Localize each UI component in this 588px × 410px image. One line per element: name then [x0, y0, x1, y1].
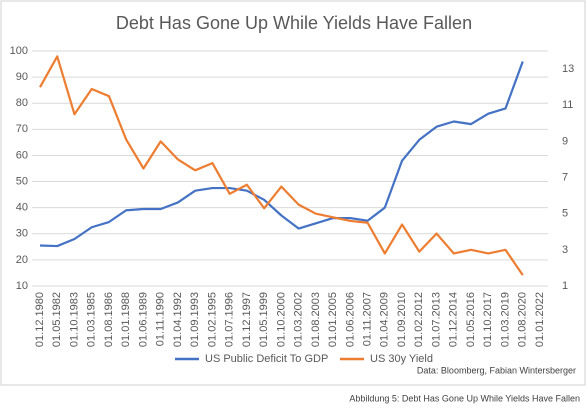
x-tick-label: 01.08.1986 — [103, 292, 115, 347]
y-tick-label: 80 — [16, 97, 28, 109]
x-tick-label: 01.05.1982 — [51, 292, 63, 347]
series-line — [39, 61, 524, 248]
x-tick-label: 01.07.1996 — [224, 292, 236, 347]
x-tick-label: 01.02.2012 — [413, 292, 425, 347]
source-note: Data: Bloomberg, Fabian Wintersberger — [417, 365, 576, 375]
x-tick-label: 01.09.1993 — [189, 292, 201, 347]
series-line — [39, 55, 524, 276]
caption: Abbildung 5: Debt Has Gone Up While Yiel… — [349, 393, 580, 403]
legend-label: US Public Deficit To GDP — [205, 353, 328, 365]
x-tick-label: 01.01.2005 — [327, 292, 339, 347]
x-tick-label: 01.10.2000 — [275, 292, 287, 347]
x-tick-label: 01.07.2013 — [430, 292, 442, 347]
x-tick-label: 01.08.2020 — [517, 292, 529, 347]
y-tick-label: 50 — [16, 175, 28, 187]
y2-tick-label: 13 — [562, 63, 574, 75]
chart-border — [0, 0, 586, 386]
x-tick-label: 01.01.1988 — [120, 292, 132, 347]
y-tick-label: 60 — [16, 149, 28, 161]
y2-tick-label: 3 — [562, 244, 568, 256]
x-tick-label: 01.02.1995 — [206, 292, 218, 347]
x-tick-label: 01.06.1989 — [137, 292, 149, 347]
chart-title: Debt Has Gone Up While Yields Have Falle… — [116, 13, 472, 33]
x-tick-label: 01.12.2014 — [448, 292, 460, 347]
y-tick-label: 100 — [10, 45, 28, 57]
y-tick-label: 90 — [16, 71, 28, 83]
y-tick-label: 30 — [16, 228, 28, 240]
x-tick-label: 01.03.2002 — [293, 292, 305, 347]
legend-label: US 30y Yield — [370, 353, 433, 365]
x-tick-label: 01.05.2016 — [465, 292, 477, 347]
x-tick-label: 01.04.2009 — [379, 292, 391, 347]
x-tick-label: 01.11.2007 — [361, 292, 373, 346]
y-tick-label: 20 — [16, 254, 28, 266]
x-tick-label: 01.08.2003 — [310, 292, 322, 347]
y2-tick-label: 9 — [562, 135, 568, 147]
y-tick-label: 40 — [16, 202, 28, 214]
x-tick-label: 01.09.2010 — [396, 292, 408, 347]
x-tick-label: 01.05.1999 — [258, 292, 270, 347]
y2-tick-label: 7 — [562, 171, 568, 183]
x-tick-label: 01.12.1980 — [34, 292, 46, 347]
y-tick-label: 70 — [16, 123, 28, 135]
x-tick-label: 01.11.1990 — [155, 292, 167, 346]
x-tick-label: 01.10.1983 — [68, 292, 80, 347]
x-tick-label: 01.01.2022 — [534, 292, 546, 347]
x-tick-label: 01.03.1985 — [86, 292, 98, 347]
y2-tick-label: 1 — [562, 280, 568, 292]
y2-tick-label: 11 — [562, 99, 573, 111]
y2-tick-label: 5 — [562, 208, 568, 220]
x-tick-label: 01.03.2019 — [499, 292, 511, 347]
x-tick-label: 01.12.1997 — [241, 292, 253, 347]
y-tick-label: 10 — [16, 280, 28, 292]
x-tick-label: 01.06.2006 — [344, 292, 356, 347]
x-tick-label: 01.10.2017 — [482, 292, 494, 347]
x-tick-label: 01.04.1992 — [172, 292, 184, 347]
